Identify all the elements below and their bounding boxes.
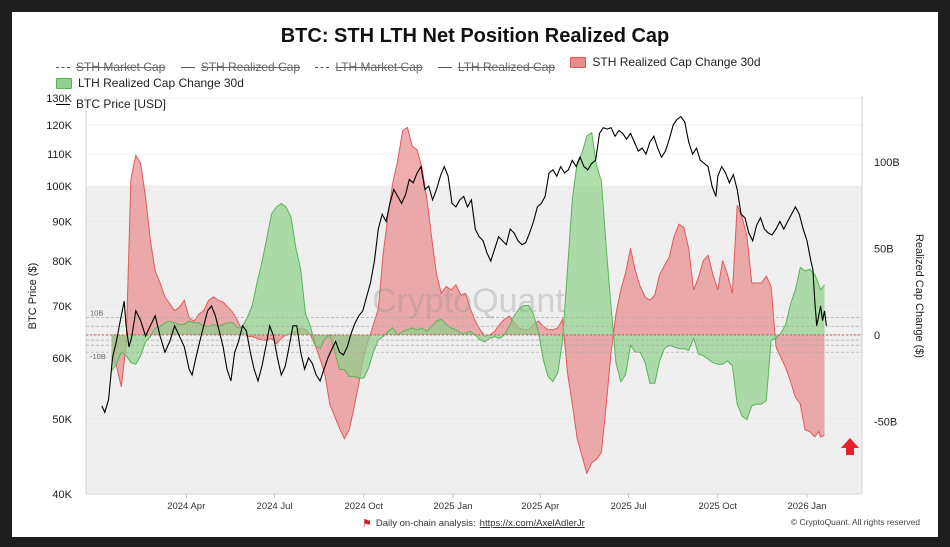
y-left-tick: 90K <box>52 217 72 229</box>
footer-text: Daily on-chain analysis: <box>375 518 476 529</box>
sth-change-area <box>111 127 825 474</box>
legend-sth-market-cap[interactable]: STH Market Cap <box>56 59 165 75</box>
x-tick-label: 2024 Apr <box>167 501 205 512</box>
y-right-tick: 0 <box>874 330 880 342</box>
legend-lth-realized-cap[interactable]: LTH Realized Cap <box>437 59 555 75</box>
legend: STH Market Cap STH Realized Cap LTH Mark… <box>56 54 916 112</box>
chart-frame: BTC: STH LTH Net Position Realized Cap S… <box>12 12 938 537</box>
y-left-tick: 40K <box>52 489 72 501</box>
y-right-title: Realized Cap Change ($) <box>913 234 925 358</box>
y-left-tick: 50K <box>52 414 72 426</box>
y-left-tick: 80K <box>52 256 72 268</box>
y-left-tick: 100K <box>46 181 72 193</box>
y-left-tick: 70K <box>52 301 72 313</box>
lth-change-area <box>111 132 825 420</box>
legend-sth-change[interactable]: STH Realized Cap Change 30d <box>570 54 761 70</box>
up-arrow-icon <box>841 438 859 455</box>
x-tick-label: 2026 Jan <box>787 501 826 512</box>
sth-change-line <box>111 126 825 475</box>
x-tick-label: 2025 Apr <box>521 501 559 512</box>
x-tick-label: 2024 Jul <box>257 501 293 512</box>
lth-change-line <box>111 131 825 421</box>
y-left-tick: 120K <box>46 120 72 132</box>
x-tick-label: 2024 Oct <box>344 501 383 512</box>
x-tick-label: 2025 Jul <box>611 501 647 512</box>
y-left-tick: 110K <box>47 149 73 161</box>
y-right-tick: 50B <box>874 243 894 255</box>
legend-lth-market-cap[interactable]: LTH Market Cap <box>315 59 423 75</box>
y-right-tick: -50B <box>874 416 897 428</box>
footer: ⚑ Daily on-chain analysis: https://x.com… <box>362 517 585 530</box>
y-left-tick: 60K <box>52 353 72 365</box>
legend-sth-realized-cap[interactable]: STH Realized Cap <box>180 59 300 75</box>
chart-plot: 10B -10B 130K 120K 110K 100K 90K 80K 70K 60K 50K 4… <box>27 93 925 512</box>
legend-btc-price[interactable]: BTC Price [USD] <box>56 96 166 112</box>
x-tick-label: 2025 Jan <box>433 501 472 512</box>
footer-link[interactable]: https://x.com/AxelAdlerJr <box>479 518 585 529</box>
legend-lth-change[interactable]: LTH Realized Cap Change 30d <box>56 75 244 91</box>
y-right-tick: 100B <box>874 157 900 169</box>
x-tick-label: 2025 Oct <box>699 501 738 512</box>
flag-icon: ⚑ <box>362 518 372 530</box>
chart-title: BTC: STH LTH Net Position Realized Cap <box>280 25 670 47</box>
btc-price-line <box>101 115 827 414</box>
y-left-tick: 130K <box>46 93 72 105</box>
band-label-neg10b: -10B <box>90 352 106 361</box>
copyright: © CryptoQuant. All rights reserved <box>790 517 920 527</box>
band-label-10b: 10B <box>90 309 103 318</box>
y-left-title: BTC Price ($) <box>27 263 39 330</box>
